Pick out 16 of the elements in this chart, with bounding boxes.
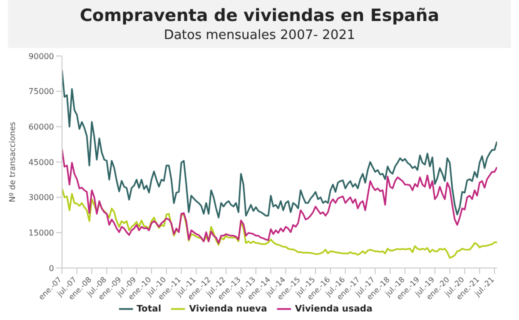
y-tick-label: 0 bbox=[48, 264, 54, 273]
y-axis-title: Nº de transacciones bbox=[8, 122, 17, 202]
line-series bbox=[62, 188, 497, 259]
y-tick-label: 30000 bbox=[28, 193, 54, 202]
line-series bbox=[62, 69, 497, 218]
y-tick-label: 75000 bbox=[28, 87, 54, 96]
y-tick-label: 90000 bbox=[28, 52, 54, 61]
y-tick-label: 60000 bbox=[28, 122, 54, 132]
y-tick-label: 15000 bbox=[28, 228, 54, 238]
legend-label: Vivienda usada bbox=[295, 304, 372, 314]
legend-label: Total bbox=[136, 304, 162, 314]
legend-label: Vivienda nueva bbox=[189, 304, 268, 314]
y-tick-label: 45000 bbox=[28, 158, 54, 167]
line-series bbox=[62, 148, 497, 244]
chart-subtitle: Datos mensuales 2007- 2021 bbox=[162, 28, 356, 43]
chart-title: Compraventa de viviendas en España bbox=[78, 6, 440, 26]
